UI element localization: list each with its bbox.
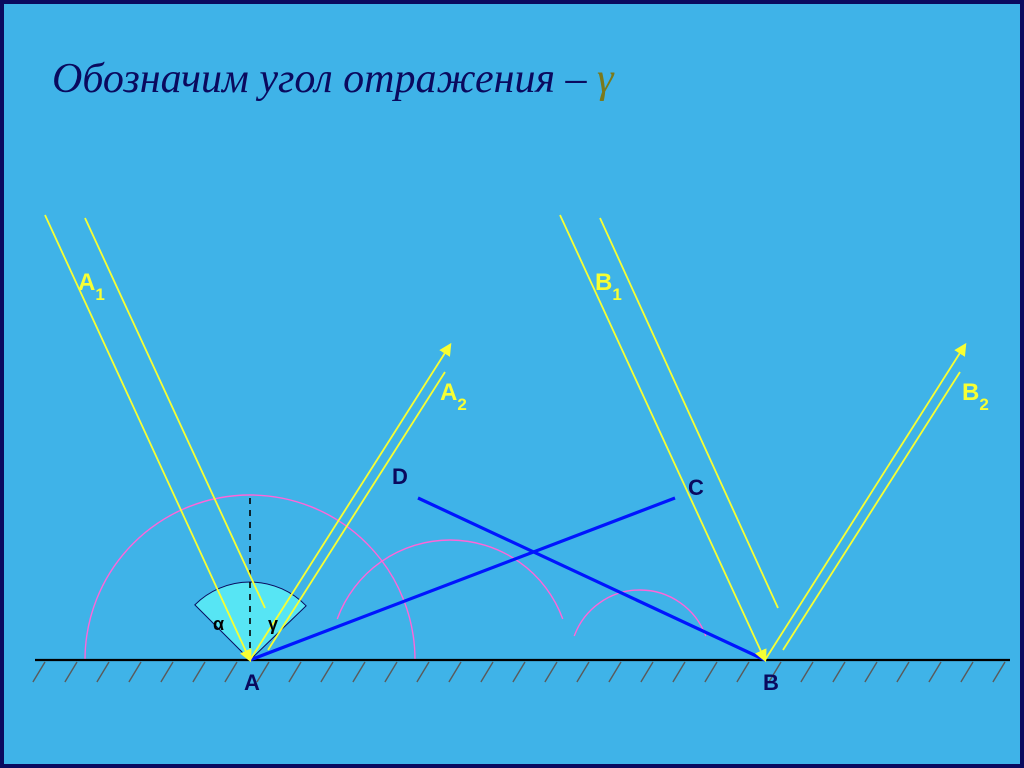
label-gamma: γ [268, 614, 278, 634]
diagram-svg: Обозначим угол отражения – γABDCA1A2B1B2… [0, 0, 1024, 768]
label-D: D [392, 464, 408, 489]
label-alpha: α [213, 614, 224, 634]
label-B: B [763, 670, 779, 695]
label-C: C [688, 475, 704, 500]
diagram-stage: Обозначим угол отражения – γABDCA1A2B1B2… [0, 0, 1024, 768]
label-A: A [244, 670, 260, 695]
slide-title: Обозначим угол отражения – γ [52, 56, 615, 102]
